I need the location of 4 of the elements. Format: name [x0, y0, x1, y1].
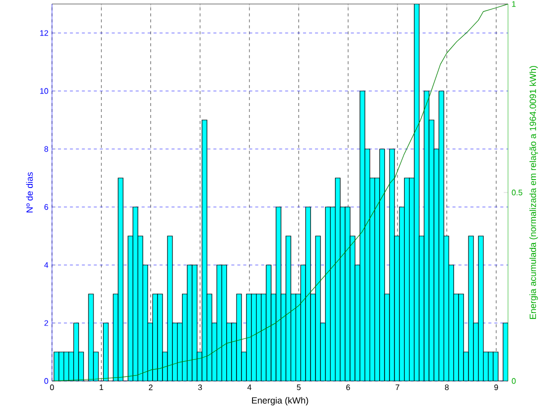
line-series: [52, 4, 508, 381]
y2-axis-title: Energia acumulada (normalizada em relação a 1964.0091 kWh): [529, 66, 538, 319]
x-axis-title: Energia (kWh): [252, 397, 308, 406]
y-axis-title: Nº de dias: [26, 172, 33, 212]
